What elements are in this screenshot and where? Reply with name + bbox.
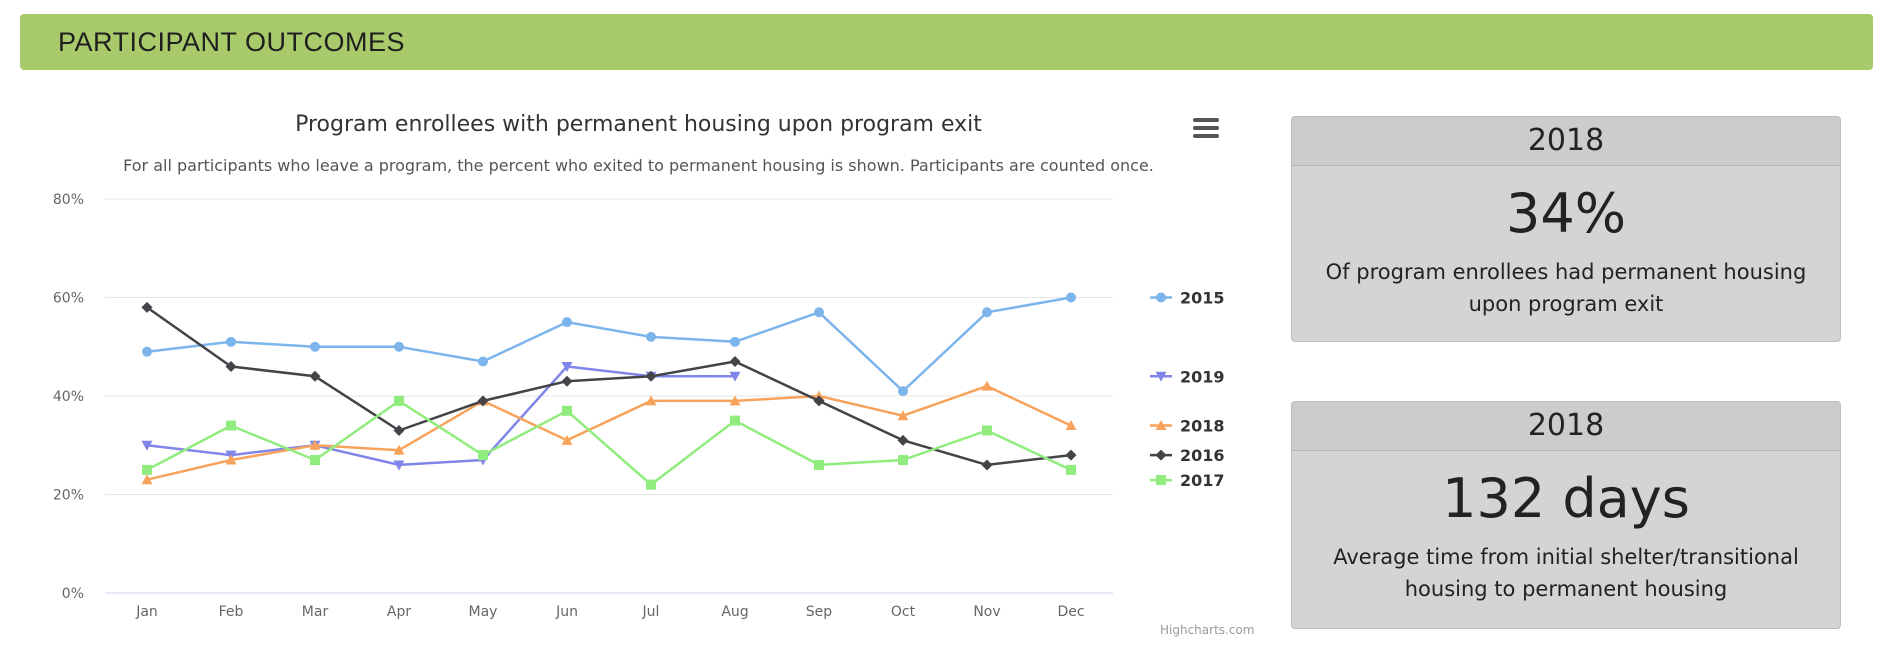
data-point-2015: [310, 341, 320, 352]
data-point-2016: [897, 434, 909, 446]
data-point-2019: [729, 371, 741, 382]
data-point-2016: [393, 424, 405, 436]
data-point-2017: [310, 455, 320, 466]
data-point-2019: [393, 460, 405, 471]
data-point-2017: [142, 464, 152, 475]
housing-outcome-card: 2018 34% Of program enrollees had perman…: [1291, 116, 1841, 342]
data-point-2015: [814, 307, 824, 318]
time-to-housing-card: 2018 132 days Average time from initial …: [1291, 401, 1841, 629]
data-point-2017: [982, 425, 992, 436]
data-point-2018: [645, 395, 657, 406]
data-point-2017: [730, 415, 740, 426]
data-point-2016: [729, 356, 741, 368]
x-tick-label: Dec: [1057, 604, 1084, 620]
line-chart: 0% 20% 40% 60% 80% Jan Feb Mar Apr May Jun Jul Aug Se…: [53, 192, 1225, 620]
x-tick-label: Jan: [135, 604, 158, 620]
x-tick-label: Nov: [973, 604, 1000, 620]
chart-subtitle: For all participants who leave a program…: [123, 156, 1154, 175]
x-tick-label: Aug: [721, 604, 748, 620]
data-point-2017: [898, 455, 908, 466]
series-line-2018: [146, 384, 1072, 481]
data-point-2017: [646, 479, 656, 490]
data-point-2017: [814, 459, 824, 470]
y-tick-label: 0%: [62, 586, 84, 602]
series-line-2016: [146, 306, 1072, 467]
legend-item-2018[interactable]: 2018: [1180, 417, 1225, 436]
card-year: 2018: [1292, 117, 1840, 166]
series-line-2015: [146, 296, 1072, 393]
legend-marker-2017: [1156, 475, 1166, 486]
data-point-2016: [813, 395, 825, 407]
chart-credit[interactable]: Highcharts.com: [1160, 623, 1255, 637]
data-point-2015: [562, 317, 572, 328]
data-point-2016: [225, 360, 237, 372]
data-point-2018: [141, 474, 153, 485]
x-tick-label: Sep: [806, 604, 833, 620]
data-point-2018: [981, 380, 993, 391]
data-point-2019: [561, 361, 573, 372]
data-point-2017: [562, 405, 572, 416]
card-year: 2018: [1292, 402, 1840, 451]
data-point-2017: [226, 420, 236, 431]
x-tick-label: Apr: [387, 604, 411, 620]
legend-marker-2018: [1155, 420, 1167, 431]
data-point-2015: [730, 336, 740, 347]
data-point-2015: [982, 307, 992, 318]
data-point-2016: [645, 370, 657, 382]
x-tick-label: Jun: [555, 604, 578, 620]
data-point-2015: [646, 331, 656, 342]
y-tick-label: 80%: [53, 192, 84, 208]
legend-marker-2015: [1156, 292, 1166, 303]
x-tick-label: Mar: [302, 604, 329, 620]
data-point-2019: [141, 440, 153, 451]
data-point-2016: [309, 370, 321, 382]
data-point-2018: [309, 439, 321, 450]
data-point-2016: [141, 301, 153, 313]
x-tick-label: Jul: [642, 604, 660, 620]
card-value: 34%: [1505, 182, 1627, 245]
x-tick-label: Oct: [891, 604, 916, 620]
data-point-2015: [478, 356, 488, 367]
chart-container: 0% 20% 40% 60% 80% Jan Feb Mar Apr May Jun Jul Aug Se…: [30, 100, 1255, 645]
data-point-2017: [478, 450, 488, 461]
data-point-2018: [225, 454, 237, 465]
series-line-2019: [146, 365, 735, 467]
card-description: Of program enrollees had permanent housi…: [1325, 260, 1807, 316]
data-point-2018: [729, 395, 741, 406]
data-point-2016: [981, 459, 993, 471]
data-point-2017: [394, 395, 404, 406]
legend-item-2017[interactable]: 2017: [1180, 471, 1225, 490]
data-point-2016: [477, 395, 489, 407]
legend-marker-2016: [1155, 449, 1167, 461]
data-point-2017: [1066, 464, 1076, 475]
x-tick-label: Feb: [219, 604, 244, 620]
data-point-2016: [561, 375, 573, 387]
data-point-2015: [226, 336, 236, 347]
data-point-2015: [898, 386, 908, 397]
section-title: PARTICIPANT OUTCOMES: [58, 27, 406, 57]
data-point-2018: [1065, 420, 1077, 431]
legend-item-2016[interactable]: 2016: [1180, 446, 1225, 465]
data-point-2016: [1065, 449, 1077, 461]
data-point-2018: [897, 410, 909, 421]
data-point-2015: [394, 341, 404, 352]
card-description: Average time from initial shelter/transi…: [1333, 545, 1799, 601]
chart-menu-icon[interactable]: [1193, 118, 1219, 142]
x-tick-label: May: [469, 604, 498, 620]
data-point-2018: [393, 444, 405, 455]
data-point-2015: [1066, 292, 1076, 303]
series-line-2017: [146, 399, 1072, 486]
card-value: 132 days: [1442, 467, 1690, 530]
chart-title: Program enrollees with permanent housing…: [295, 112, 982, 137]
legend-marker-2019: [1155, 371, 1167, 382]
y-tick-label: 60%: [53, 291, 84, 307]
y-tick-label: 40%: [53, 389, 84, 405]
data-point-2018: [561, 434, 573, 445]
legend-item-2019[interactable]: 2019: [1180, 367, 1225, 386]
data-point-2015: [142, 346, 152, 357]
legend-item-2015[interactable]: 2015: [1180, 289, 1225, 308]
y-tick-label: 20%: [53, 488, 84, 504]
section-banner: PARTICIPANT OUTCOMES: [20, 14, 1873, 70]
